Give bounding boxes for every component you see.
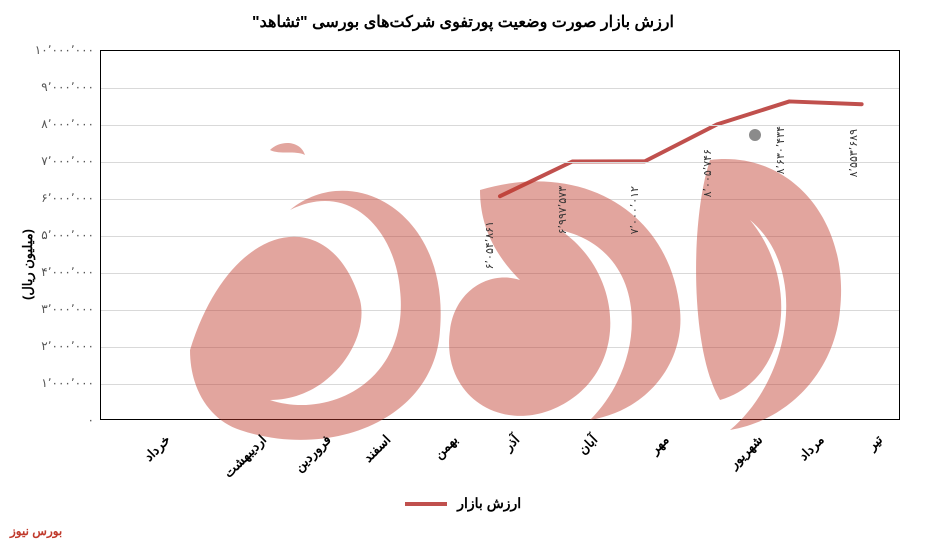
y-tick-label: ۹٬۰۰۰٬۰۰۰ [41,80,94,94]
x-tick-label: خرداد [141,432,174,465]
data-label: ۸٬۶۳۰٬۴۳۴ [774,126,787,174]
x-tick-label: بهمن [431,432,461,462]
plot-area [100,50,900,420]
gridline [101,199,899,200]
legend: ارزش بازار [0,495,926,513]
gridline [101,384,899,385]
gridline [101,236,899,237]
x-tick-label: اردیبهشت [221,432,270,481]
x-tick-label: آذر [501,432,523,454]
y-tick-label: ۸٬۰۰۰٬۰۰۰ [41,117,94,131]
line-series [101,51,899,419]
x-tick-label: آبان [575,432,601,458]
y-tick-label: ۲٬۰۰۰٬۰۰۰ [41,339,94,353]
chart-title: ارزش بازار صورت وضعیت پورتفوی شرکت‌های ب… [0,12,926,32]
data-label: ۸٬۰۰۵٬۷۴۶ [701,149,714,197]
x-tick-label: تیر [864,432,886,454]
data-label: ۶٬۹۹۷٬۵۷۳ [556,186,569,234]
gridline [101,310,899,311]
y-tick-label: ۱۰٬۰۰۰٬۰۰۰ [35,43,94,57]
data-label: ۶٬۰۵۴٬۸۶۱ [483,221,496,269]
x-tick-label: شهریور [726,432,766,472]
gridline [101,273,899,274]
y-axis-title: (میلیون ریال) [20,229,36,300]
gridline [101,347,899,348]
x-tick-label: فروردین [291,432,334,475]
chart-container: ارزش بازار صورت وضعیت پورتفوی شرکت‌های ب… [0,0,926,544]
x-tick-label: اسفند [360,432,394,466]
y-tick-label: ۵٬۰۰۰٬۰۰۰ [41,228,94,242]
legend-label: ارزش بازار [457,495,521,512]
y-tick-label: ۳٬۰۰۰٬۰۰۰ [41,302,94,316]
gridline [101,88,899,89]
y-tick-label: ۰ [88,413,94,427]
y-tick-label: ۶٬۰۰۰٬۰۰۰ [41,191,94,205]
data-label: ۷٬۰۰۰٬۰۱۲ [628,186,641,234]
legend-swatch [405,502,447,506]
y-tick-label: ۴٬۰۰۰٬۰۰۰ [41,265,94,279]
x-tick-label: مرداد [795,432,827,464]
data-label: ۸٬۵۵۳٬۶۸۹ [847,129,860,177]
y-tick-label: ۷٬۰۰۰٬۰۰۰ [41,154,94,168]
x-tick-label: مهر [647,432,673,458]
y-tick-label: ۱٬۰۰۰٬۰۰۰ [41,376,94,390]
footer-brand: بورس نیوز [10,524,62,538]
